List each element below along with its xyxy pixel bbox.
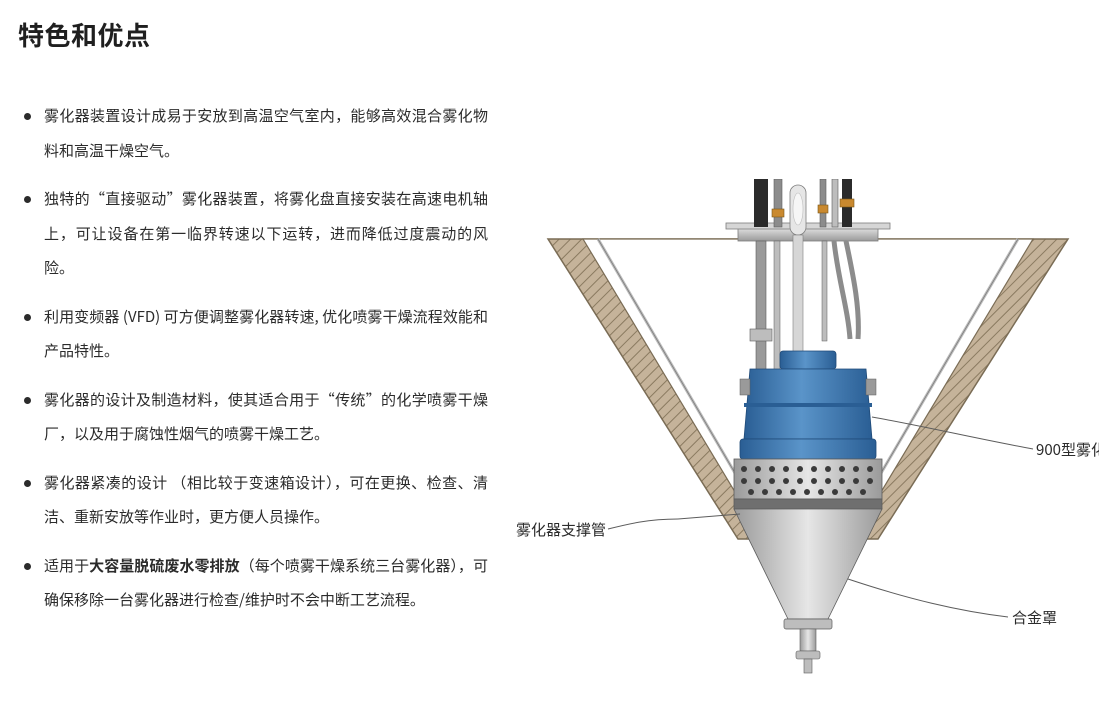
label-support-tube: 雾化器支撑管 xyxy=(516,519,606,540)
label-alloy-cover: 合金罩 xyxy=(1012,607,1057,628)
bullet-bold: 大容量脱硫废水零排放 xyxy=(89,555,240,576)
bullet-text: 雾化器紧凑的设计 （相比较于变速箱设计），可在更换、检查、清洁、重新安放等作业时… xyxy=(44,472,488,528)
bullet-text: 雾化器的设计及制造材料，使其适合用于“传统”的化学喷雾干燥厂，以及用于腐蚀性烟气… xyxy=(44,389,488,445)
bullet-text: 利用变频器 (VFD) 可方便调整雾化器转速, 优化喷雾干燥流程效能和产品特性。 xyxy=(44,306,488,362)
bullet-pre: 适用于 xyxy=(44,555,89,576)
list-item: 独特的“直接驱动”雾化器装置，将雾化盘直接安装在高速电机轴上，可让设备在第一临界… xyxy=(18,182,488,286)
page-title: 特色和优点 xyxy=(18,16,1081,53)
list-item: 适用于大容量脱硫废水零排放（每个喷雾干燥系统三台雾化器），可确保移除一台雾化器进… xyxy=(18,549,488,618)
list-item: 雾化器装置设计成易于安放到高温空气室内，能够高效混合雾化物料和高温干燥空气。 xyxy=(18,99,488,168)
bullet-text: 雾化器装置设计成易于安放到高温空气室内，能够高效混合雾化物料和高温干燥空气。 xyxy=(44,105,488,161)
atomizer-diagram: 雾化器支撑管 900型雾化器 合金罩 xyxy=(528,179,1088,699)
features-list: 雾化器装置设计成易于安放到高温空气室内，能够高效混合雾化物料和高温干燥空气。 独… xyxy=(18,99,488,618)
label-model-900: 900型雾化器 xyxy=(1036,439,1099,460)
bullet-text: 独特的“直接驱动”雾化器装置，将雾化盘直接安装在高速电机轴上，可让设备在第一临界… xyxy=(44,188,488,278)
list-item: 利用变频器 (VFD) 可方便调整雾化器转速, 优化喷雾干燥流程效能和产品特性。 xyxy=(18,300,488,369)
features-column: 雾化器装置设计成易于安放到高温空气室内，能够高效混合雾化物料和高温干燥空气。 独… xyxy=(18,99,488,632)
list-item: 雾化器紧凑的设计 （相比较于变速箱设计），可在更换、检查、清洁、重新安放等作业时… xyxy=(18,466,488,535)
list-item: 雾化器的设计及制造材料，使其适合用于“传统”的化学喷雾干燥厂，以及用于腐蚀性烟气… xyxy=(18,383,488,452)
